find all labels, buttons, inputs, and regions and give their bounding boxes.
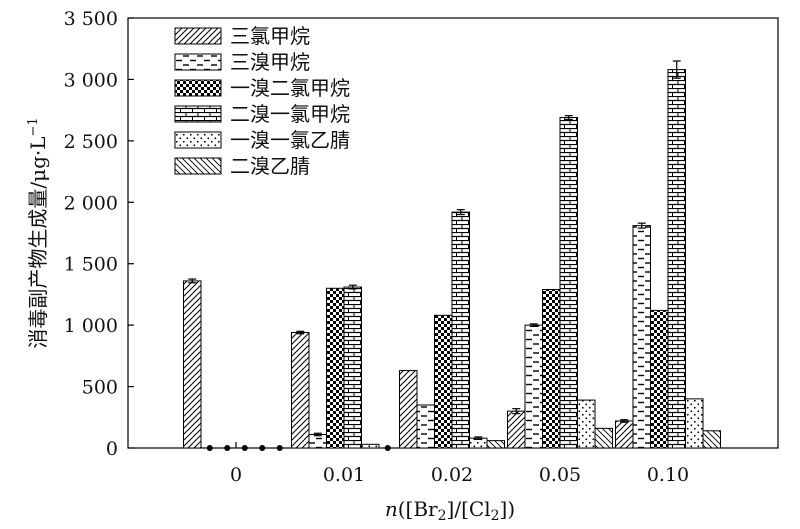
- legend-label: 一溴二氯甲烷: [230, 76, 350, 100]
- bar: [399, 370, 418, 449]
- bar: [615, 420, 634, 449]
- zero-marker: [206, 445, 213, 451]
- zero-marker: [224, 445, 231, 451]
- bar: [291, 332, 310, 449]
- legend-label: 二溴一氯甲烷: [230, 102, 350, 126]
- y-tick-label: 1 500: [64, 254, 118, 276]
- bar: [577, 399, 596, 449]
- bar: [308, 433, 327, 449]
- bar: [632, 225, 651, 449]
- x-tick-label: 0.10: [647, 464, 689, 486]
- bar: [542, 289, 561, 449]
- bar: [685, 398, 704, 449]
- bar: [343, 286, 362, 449]
- zero-marker: [384, 445, 391, 451]
- bar: [416, 404, 435, 449]
- zero-marker: [259, 445, 266, 451]
- y-axis: 0 500 1 000 1 500 2 000 2 500 3 000 3 500: [64, 8, 134, 460]
- zero-marker: [241, 445, 248, 451]
- y-tick-label: 2 000: [64, 192, 118, 214]
- bar: [486, 440, 505, 449]
- bar: [183, 280, 202, 449]
- legend-label: 一溴一氯乙腈: [230, 128, 350, 152]
- legend-swatch: [174, 79, 222, 97]
- bar: [507, 410, 526, 449]
- bar: [361, 443, 380, 449]
- bar: [559, 117, 578, 449]
- y-axis-title: 消毒副产物生成量/μg·L−1: [26, 117, 50, 348]
- legend-label: 二溴乙腈: [230, 154, 310, 178]
- y-tick-label: 2 500: [64, 131, 118, 153]
- x-tick-label: 0: [230, 464, 242, 486]
- legend-label: 三氯甲烷: [230, 24, 310, 48]
- zero-marker: [276, 445, 283, 451]
- legend-swatch: [174, 27, 222, 45]
- bar: [326, 287, 345, 449]
- bar: [524, 324, 543, 449]
- x-tick-label: 0.02: [431, 464, 473, 486]
- y-tick-label: 1 000: [64, 315, 118, 337]
- y-tick-label: 0: [106, 438, 118, 460]
- legend-swatch: [174, 105, 222, 123]
- legend-swatch: [174, 131, 222, 149]
- bar: [650, 309, 669, 449]
- y-tick-label: 3 500: [64, 8, 118, 30]
- bar: [667, 69, 686, 449]
- x-tick-label: 0.01: [323, 464, 365, 486]
- bar: [434, 314, 453, 449]
- y-tick-label: 500: [82, 377, 118, 399]
- y-tick-label: 3 000: [64, 69, 118, 91]
- x-tick-label: 0.05: [539, 464, 581, 486]
- legend-label: 三溴甲烷: [230, 50, 310, 74]
- bar: [594, 427, 613, 449]
- bar: [702, 430, 721, 449]
- legend-swatch: [174, 53, 222, 71]
- bar: [451, 211, 470, 449]
- bars: [183, 60, 721, 451]
- x-axis-title: n([Br2]/[Cl2]): [385, 497, 515, 524]
- legend-swatch: [174, 157, 222, 175]
